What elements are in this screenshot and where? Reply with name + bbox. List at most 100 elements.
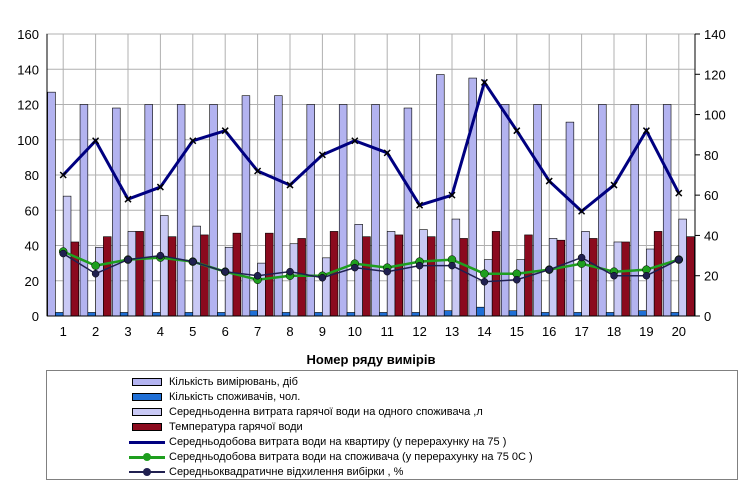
line-marker <box>675 189 683 197</box>
line-marker <box>92 137 100 145</box>
line-marker <box>124 255 132 264</box>
legend-label: Температура гарячої води <box>169 421 303 433</box>
bar <box>419 229 428 317</box>
y-left-tick-label: 40 <box>25 239 39 254</box>
y-right-tick-label: 140 <box>704 27 726 42</box>
line-marker <box>253 271 262 280</box>
bar <box>79 104 89 317</box>
x-tick-label: 3 <box>124 324 131 339</box>
bar <box>678 218 687 317</box>
bar <box>548 238 558 317</box>
legend-bar-symbol <box>129 392 165 402</box>
line-marker <box>578 207 586 215</box>
line-marker <box>383 149 391 157</box>
x-tick-label: 5 <box>189 324 196 339</box>
legend-line-symbol <box>129 467 165 477</box>
line-marker <box>675 255 683 264</box>
line-marker <box>286 181 294 189</box>
y-left-tick-label: 140 <box>17 62 39 77</box>
legend-label: Середньодобова витрата води на споживача… <box>169 451 533 463</box>
line-marker <box>513 127 521 135</box>
bar <box>192 225 201 317</box>
x-tick-label: 14 <box>477 324 491 339</box>
line-marker <box>351 263 359 272</box>
x-tick-label: 6 <box>222 324 229 339</box>
bar <box>686 236 695 317</box>
line-marker <box>318 273 327 282</box>
line-marker <box>189 257 197 266</box>
bar <box>257 262 266 317</box>
x-tick-label: 17 <box>574 324 588 339</box>
legend-item: Середньодобова витрата води на квартиру … <box>129 435 506 449</box>
legend-item: Середньоквадратичне відхилення вибірки ,… <box>129 465 403 479</box>
x-tick-label: 13 <box>445 324 459 339</box>
legend-label: Середньоквадратичне відхилення вибірки ,… <box>169 466 404 478</box>
bar <box>362 236 371 317</box>
y-left-tick-label: 0 <box>32 309 39 324</box>
bar <box>112 107 121 317</box>
line-marker <box>513 275 521 284</box>
line-marker <box>156 183 164 191</box>
bar <box>533 104 542 317</box>
bar <box>379 312 388 317</box>
bar <box>565 121 575 317</box>
line-marker <box>91 269 100 278</box>
bar <box>476 306 485 317</box>
x-tick-label: 12 <box>412 324 426 339</box>
y-right-tick-label: 120 <box>704 67 726 82</box>
bar <box>411 312 420 317</box>
bar <box>322 257 331 317</box>
combo-chart: 0204060801001201401600204060801001201401… <box>17 27 726 367</box>
bar <box>176 104 186 317</box>
bar <box>224 246 234 317</box>
x-tick-label: 18 <box>607 324 621 339</box>
bar <box>55 312 64 317</box>
bar <box>306 104 315 317</box>
bar <box>581 231 590 317</box>
bar <box>605 312 615 317</box>
x-tick-label: 9 <box>319 324 326 339</box>
bar <box>95 246 104 317</box>
bar <box>217 312 226 317</box>
line-marker <box>480 78 488 86</box>
series-line <box>62 250 680 282</box>
line-marker <box>189 137 197 145</box>
legend-item: Середньоденна витрата гарячої води на од… <box>129 405 483 419</box>
x-tick-label: 4 <box>157 324 164 339</box>
bar <box>500 104 510 317</box>
legend-item: Середньодобова витрата води на споживача… <box>129 450 533 464</box>
y-left-tick-label: 60 <box>25 203 39 218</box>
line-marker <box>416 201 424 209</box>
line-marker <box>545 177 553 185</box>
legend-item: Кількість споживачів, чол. <box>129 390 300 404</box>
bar <box>281 312 291 317</box>
x-axis-title: Номер ряду вимірів <box>307 352 436 367</box>
legend-label: Середньодобова витрата води на квартиру … <box>169 436 507 448</box>
lines <box>58 78 684 286</box>
x-tick-label: 1 <box>60 324 67 339</box>
bar <box>70 241 80 317</box>
y-left-tick-label: 120 <box>17 98 39 113</box>
x-tick-label: 8 <box>286 324 293 339</box>
x-tick-label: 2 <box>92 324 99 339</box>
y-left-tick-label: 80 <box>25 168 39 183</box>
bar <box>274 95 283 317</box>
bar <box>662 104 672 317</box>
line-marker <box>448 261 456 270</box>
bar <box>119 312 129 317</box>
legend-item: Температура гарячої води <box>129 420 303 434</box>
bar <box>338 104 348 317</box>
line-marker <box>383 267 391 276</box>
bar <box>508 310 518 317</box>
line-marker <box>59 171 67 179</box>
x-tick-label: 11 <box>380 324 394 339</box>
x-tick-label: 20 <box>672 324 686 339</box>
line-marker <box>221 267 229 276</box>
bar <box>573 312 582 317</box>
line-marker <box>221 127 229 135</box>
bar <box>443 310 453 317</box>
bar <box>516 259 525 317</box>
line-marker <box>642 127 650 135</box>
series-line <box>62 78 681 214</box>
